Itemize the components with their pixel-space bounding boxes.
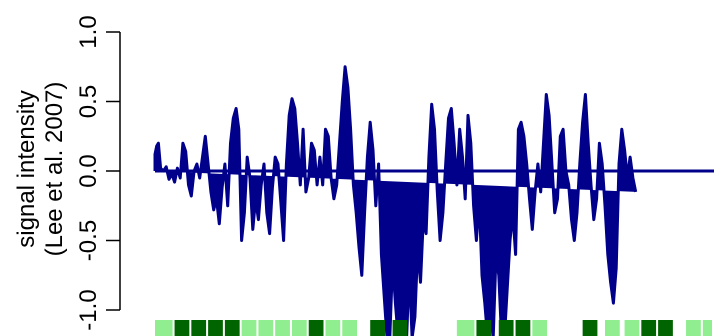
x-band bbox=[624, 320, 640, 336]
x-band bbox=[456, 320, 475, 336]
x-band bbox=[370, 320, 385, 336]
x-band bbox=[604, 320, 620, 336]
x-band bbox=[291, 320, 307, 336]
y-tick-label: -0.5 bbox=[75, 220, 102, 261]
x-band bbox=[392, 320, 408, 336]
x-band bbox=[582, 320, 598, 336]
x-band bbox=[208, 320, 223, 336]
x-band bbox=[641, 320, 657, 336]
x-band bbox=[174, 320, 190, 336]
x-band bbox=[532, 320, 548, 336]
y-tick-label: -1.0 bbox=[75, 289, 102, 330]
x-band bbox=[308, 320, 324, 336]
x-band bbox=[515, 320, 531, 336]
y-tick-label: 0.5 bbox=[75, 85, 102, 118]
x-band bbox=[702, 320, 712, 336]
x-band bbox=[498, 320, 514, 336]
x-band-track bbox=[155, 320, 712, 336]
y-ticks: -1.0 -0.5 0.0 0.5 1.0 bbox=[75, 15, 120, 331]
x-band bbox=[325, 320, 341, 336]
x-band bbox=[476, 320, 492, 336]
x-band bbox=[258, 320, 274, 336]
x-band bbox=[275, 320, 290, 336]
y-axis-label-line2: (Lee et al. 2007) bbox=[41, 82, 68, 257]
y-tick-label: 1.0 bbox=[75, 15, 102, 48]
y-tick-label: 0.0 bbox=[75, 154, 102, 187]
x-band bbox=[241, 320, 257, 336]
x-band bbox=[342, 320, 358, 336]
signal-area bbox=[153, 65, 638, 336]
plot-area bbox=[153, 65, 714, 336]
y-axis-label-line1: signal intensity bbox=[13, 90, 40, 247]
x-band bbox=[224, 320, 240, 336]
x-band bbox=[658, 320, 673, 336]
x-band bbox=[191, 320, 207, 336]
x-band bbox=[686, 320, 701, 336]
y-axis: -1.0 -0.5 0.0 0.5 1.0 bbox=[75, 15, 121, 331]
x-band bbox=[155, 320, 173, 336]
